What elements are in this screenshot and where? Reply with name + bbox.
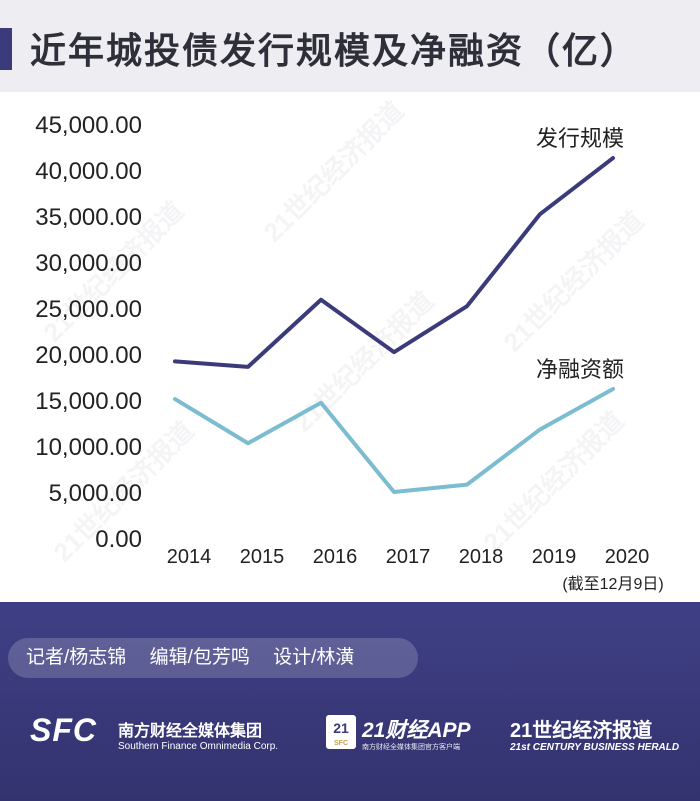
app-badge-number: 21 [333,720,349,736]
x-tick-label: 2019 [532,546,577,568]
x-axis-note: (截至12月9日) [562,575,663,593]
x-tick-label: 2014 [167,546,212,568]
y-tick-label: 15,000.00 [35,388,142,415]
y-tick-label: 30,000.00 [35,250,142,277]
series-label: 发行规模 [536,126,624,151]
app-subtitle: 南方财经全媒体集团官方客户端 [362,744,460,751]
y-tick-label: 45,000.00 [35,112,142,139]
x-tick-label: 2016 [313,546,358,568]
chart-area: 21世纪经济报道 21世纪经济报道 21世纪经济报道 21世纪经济报道 21世纪… [0,92,700,602]
sfc-name-cn: 南方财经全媒体集团 [118,723,263,740]
y-tick-label: 35,000.00 [35,204,142,231]
y-tick-label: 40,000.00 [35,158,142,185]
credit-reporter: 记者/杨志锦 [26,647,127,668]
herald-name-en: 21st CENTURY BUSINESS HERALD [510,742,680,753]
x-tick-label: 2015 [240,546,285,568]
y-tick-label: 25,000.00 [35,296,142,323]
x-tick-label: 2020 [605,546,650,568]
logo-bar: SFC 南方财经全媒体集团 Southern Finance Omnimedia… [0,712,700,772]
x-tick-label: 2017 [386,546,431,568]
credit-editor: 编辑/包芳鸣 [149,647,250,668]
credits-pill: 记者/杨志锦 编辑/包芳鸣 设计/林潢 [8,638,418,678]
credit-designer: 设计/林潢 [273,647,355,668]
y-tick-label: 0.00 [95,526,142,553]
series-line [173,156,615,369]
line-chart: 0.00 5,000.00 10,000.00 15,000.00 20,000.00 2… [35,112,663,593]
header-accent-bar [0,28,12,70]
y-tick-label: 10,000.00 [35,434,142,461]
app-badge-icon: 21 SFC [326,715,356,749]
header: 近年城投债发行规模及净融资（亿） [0,0,700,92]
herald-name-cn: 21世纪经济报道 [510,720,653,742]
x-tick-label: 2018 [459,546,504,568]
page-title: 近年城投债发行规模及净融资（亿） [30,30,639,71]
y-tick-label: 5,000.00 [49,480,142,507]
sfc-logo: SFC [30,712,97,748]
series-label: 净融资额 [536,357,624,382]
sfc-name-en: Southern Finance Omnimedia Corp. [118,741,279,752]
app-name: 21财经APP [362,719,471,742]
app-badge-sub: SFC [334,740,348,747]
footer: 记者/杨志锦 编辑/包芳鸣 设计/林潢 SFC 南方财经全媒体集团 Southe… [0,602,700,801]
y-tick-label: 20,000.00 [35,342,142,369]
series-line [173,386,615,494]
